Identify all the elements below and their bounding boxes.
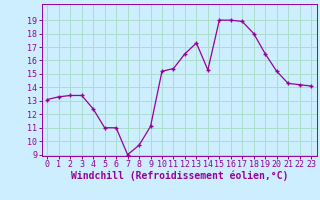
X-axis label: Windchill (Refroidissement éolien,°C): Windchill (Refroidissement éolien,°C) [70, 171, 288, 181]
